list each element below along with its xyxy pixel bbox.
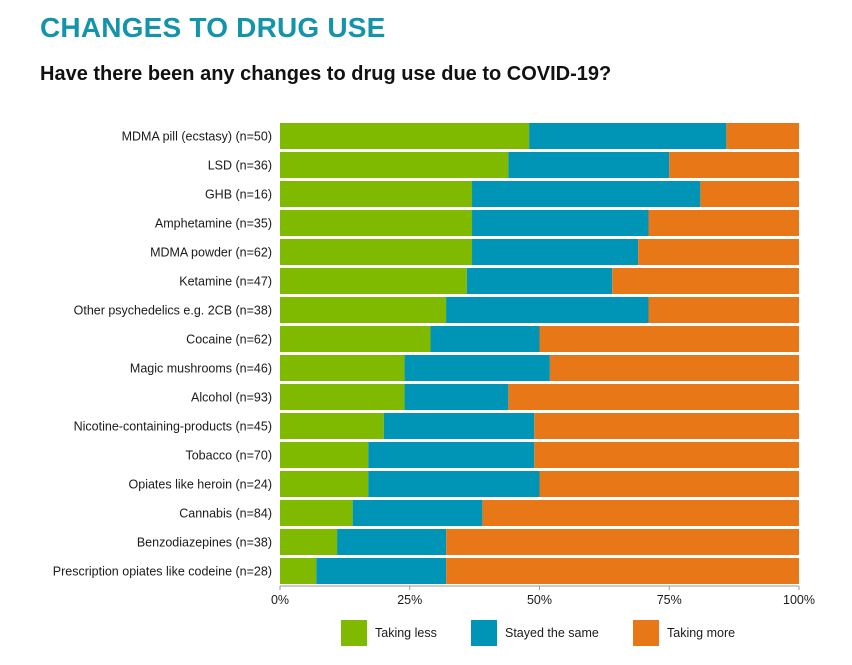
legend-swatch-stayed-the-same xyxy=(471,620,497,646)
category-label: Opiates like heroin (n=24) xyxy=(129,478,272,492)
bar-taking-less-3 xyxy=(280,210,473,236)
bar-taking-more-3 xyxy=(648,210,799,236)
legend-swatch-taking-more xyxy=(633,620,659,646)
bar-taking-less-10 xyxy=(280,413,384,439)
chart-subtitle: Have there been any changes to drug use … xyxy=(40,63,612,85)
legend-label-taking-more: Taking more xyxy=(667,626,735,640)
bar-taking-more-9 xyxy=(508,384,799,410)
bar-taking-less-11 xyxy=(280,442,369,468)
bar-taking-more-5 xyxy=(612,268,799,294)
category-label: MDMA pill (ecstasy) (n=50) xyxy=(122,130,272,144)
bar-taking-more-4 xyxy=(638,239,799,265)
category-label: Magic mushrooms (n=46) xyxy=(130,362,272,376)
page-title: CHANGES TO DRUG USE xyxy=(40,12,386,43)
bar-taking-more-13 xyxy=(482,500,799,526)
category-label: Prescription opiates like codeine (n=28) xyxy=(53,565,272,579)
legend-swatch-taking-less xyxy=(341,620,367,646)
legend-label-taking-less: Taking less xyxy=(375,626,437,640)
bar-taking-less-13 xyxy=(280,500,353,526)
bar-taking-less-15 xyxy=(280,558,317,584)
bar-stayed-the-same-9 xyxy=(404,384,509,410)
bar-taking-more-6 xyxy=(648,297,799,323)
bar-taking-less-12 xyxy=(280,471,369,497)
bar-taking-less-6 xyxy=(280,297,447,323)
legend-label-stayed-the-same: Stayed the same xyxy=(505,626,599,640)
bar-stayed-the-same-12 xyxy=(368,471,540,497)
category-label: LSD (n=36) xyxy=(208,159,272,173)
x-tick-label: 0% xyxy=(271,593,289,607)
bar-taking-more-8 xyxy=(549,355,799,381)
bar-taking-less-7 xyxy=(280,326,431,352)
bar-taking-less-9 xyxy=(280,384,405,410)
bar-taking-more-12 xyxy=(539,471,799,497)
bar-taking-more-14 xyxy=(446,529,799,555)
category-label: Alcohol (n=93) xyxy=(191,391,272,405)
x-tick-label: 25% xyxy=(397,593,422,607)
bar-stayed-the-same-0 xyxy=(529,123,727,149)
bar-taking-more-2 xyxy=(700,181,799,207)
bar-taking-less-14 xyxy=(280,529,338,555)
bar-stayed-the-same-10 xyxy=(383,413,535,439)
bar-stayed-the-same-1 xyxy=(508,152,670,178)
category-label: GHB (n=16) xyxy=(205,188,272,202)
category-label: Cannabis (n=84) xyxy=(179,507,272,521)
bar-taking-more-1 xyxy=(669,152,799,178)
bar-stayed-the-same-14 xyxy=(337,529,447,555)
bar-stayed-the-same-11 xyxy=(368,442,535,468)
bar-stayed-the-same-13 xyxy=(352,500,483,526)
bar-taking-less-8 xyxy=(280,355,405,381)
bar-taking-more-10 xyxy=(534,413,799,439)
bar-stayed-the-same-8 xyxy=(404,355,550,381)
bar-taking-more-11 xyxy=(534,442,799,468)
category-label: Benzodiazepines (n=38) xyxy=(137,536,272,550)
category-label: Other psychedelics e.g. 2CB (n=38) xyxy=(74,304,272,318)
category-label: Amphetamine (n=35) xyxy=(155,217,272,231)
category-label: Tobacco (n=70) xyxy=(185,449,272,463)
bar-taking-less-0 xyxy=(280,123,530,149)
bar-stayed-the-same-7 xyxy=(430,326,540,352)
bar-taking-less-4 xyxy=(280,239,473,265)
bar-stayed-the-same-4 xyxy=(472,239,639,265)
category-label: MDMA powder (n=62) xyxy=(150,246,272,260)
bar-taking-more-0 xyxy=(726,123,799,149)
bar-stayed-the-same-15 xyxy=(316,558,447,584)
category-label: Nicotine-containing-products (n=45) xyxy=(74,420,272,434)
x-tick-label: 100% xyxy=(783,593,815,607)
bar-stayed-the-same-2 xyxy=(472,181,701,207)
bar-taking-more-15 xyxy=(446,558,799,584)
bar-taking-less-2 xyxy=(280,181,473,207)
bar-stayed-the-same-6 xyxy=(446,297,649,323)
x-tick-label: 75% xyxy=(657,593,682,607)
x-tick-label: 50% xyxy=(527,593,552,607)
category-label: Cocaine (n=62) xyxy=(186,333,272,347)
category-label: Ketamine (n=47) xyxy=(179,275,272,289)
bar-stayed-the-same-3 xyxy=(472,210,649,236)
bar-taking-more-7 xyxy=(539,326,799,352)
bar-taking-less-1 xyxy=(280,152,509,178)
bar-stayed-the-same-5 xyxy=(466,268,613,294)
bar-taking-less-5 xyxy=(280,268,467,294)
